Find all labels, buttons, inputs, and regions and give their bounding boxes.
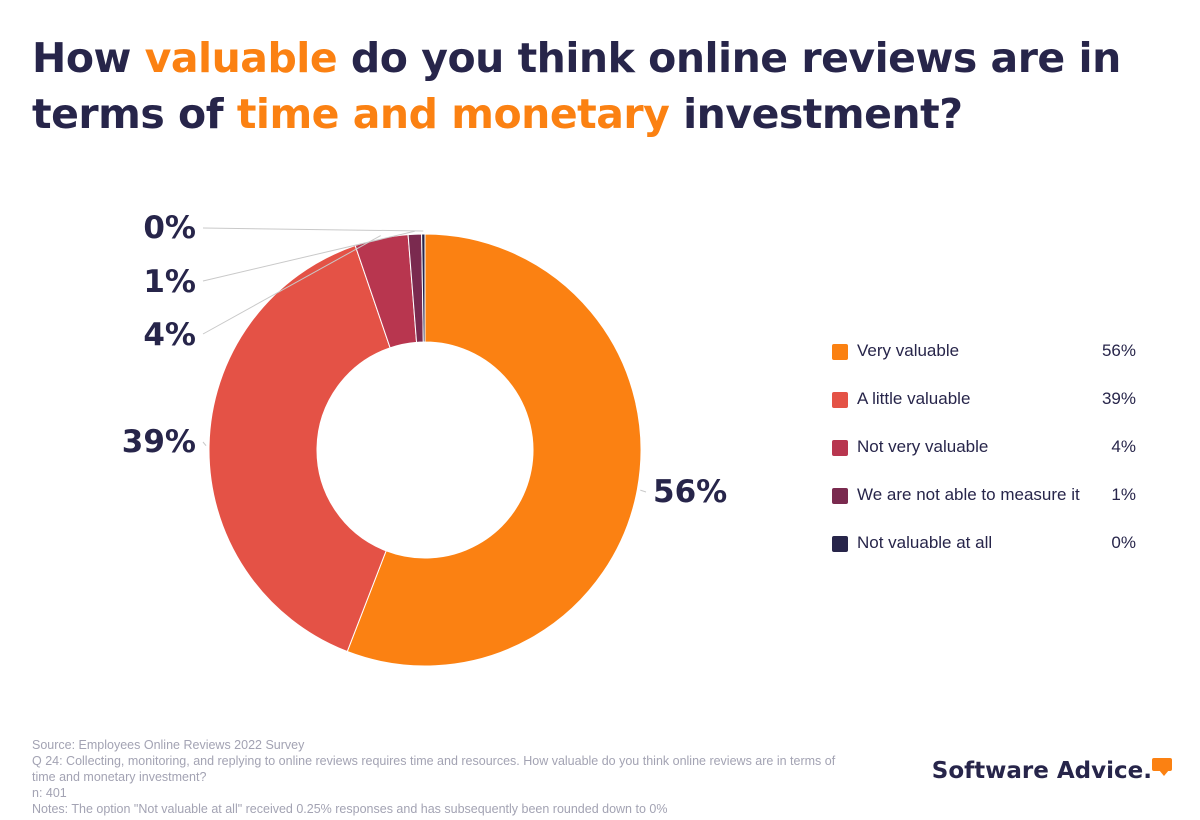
legend-value: 1%: [1111, 485, 1136, 504]
legend-item-not-valuable-at-all: Not valuable at all 0%: [832, 528, 1142, 576]
slice-label-not-valuable-at-all: 0%: [143, 210, 196, 246]
legend-item-a-little-valuable: A little valuable 39%: [832, 384, 1142, 432]
legend-label: Not valuable at all: [857, 533, 993, 552]
sample-size-note: n: 401: [32, 786, 67, 800]
slice-label-very-valuable: 56%: [653, 474, 727, 510]
leader-line-not-very-valuable: [202, 235, 381, 335]
donut-slices: [208, 233, 642, 667]
legend-item-not-able-to-measure: We are not able to measure it 1%: [832, 480, 1142, 528]
chart-notes: Source: Employees Online Reviews 2022 Su…: [32, 737, 847, 817]
legend-swatch: [832, 392, 848, 408]
source-note: Source: Employees Online Reviews 2022 Su…: [32, 738, 305, 752]
label-leader-lines: [202, 227, 647, 493]
slice-labels: 56% 39% 4% 1% 0%: [122, 210, 727, 510]
title-highlight-time-money: time and monetary: [236, 90, 670, 138]
legend-label: Not very valuable: [857, 437, 989, 456]
leader-line-we-are-not-able-to-measure-it: [202, 230, 415, 282]
title-part-2: do you think online reviews are in terms…: [32, 34, 1121, 138]
slice-a-little-valuable: [208, 244, 391, 653]
chart-legend: Very valuable 56% A little valuable 39% …: [832, 336, 1142, 576]
leader-line-not-valuable-at-all: [202, 227, 424, 232]
title-part-1: How: [32, 34, 145, 82]
legend-value: 0%: [1111, 533, 1136, 552]
legend-value: 56%: [1101, 341, 1136, 360]
rounding-note: Notes: The option "Not valuable at all" …: [32, 802, 668, 816]
slice-label-we-are-not-able-to-measure-it: 1%: [143, 264, 196, 300]
question-note: Q 24: Collecting, monitoring, and replyi…: [32, 754, 836, 784]
legend-swatch: [832, 344, 848, 360]
legend-value: 4%: [1111, 437, 1136, 456]
title-highlight-valuable: valuable: [144, 34, 338, 82]
leader-line-a-little-valuable: [202, 441, 207, 447]
legend-label: Very valuable: [857, 341, 960, 360]
slice-label-not-very-valuable: 4%: [143, 317, 196, 353]
legend-value: 39%: [1101, 389, 1136, 408]
software-advice-logo: Software Advice.: [931, 758, 1152, 784]
speech-bubble-icon: [1152, 758, 1172, 776]
chart-title: How valuable do you think online reviews…: [32, 30, 1172, 142]
slice-very-valuable: [346, 233, 642, 667]
slice-label-a-little-valuable: 39%: [122, 424, 196, 460]
legend-swatch: [832, 440, 848, 456]
slice-not-valuable-at-all: [421, 233, 426, 343]
legend-item-not-very-valuable: Not very valuable 4%: [832, 432, 1142, 480]
legend-swatch: [832, 488, 848, 504]
title-part-3: investment?: [669, 90, 963, 138]
legend-item-very-valuable: Very valuable 56%: [832, 336, 1142, 384]
legend-label: A little valuable: [857, 389, 971, 408]
legend-label: We are not able to measure it: [857, 485, 1080, 504]
leader-line-very-valuable: [640, 489, 647, 493]
legend-swatch: [832, 536, 848, 552]
